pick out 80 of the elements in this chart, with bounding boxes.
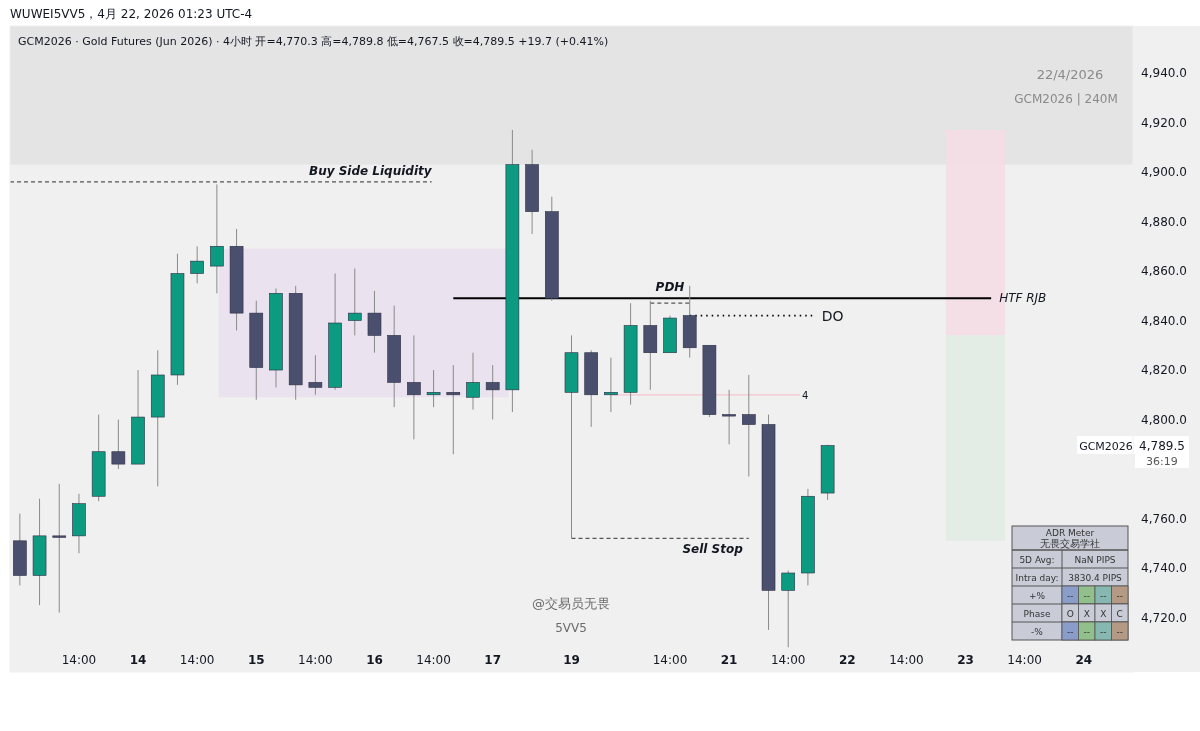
candlestick [367,290,382,354]
annotation: 22/4/2026 [1036,67,1104,82]
y-tick-label: 4,900.0 [1141,165,1187,180]
annotation: -- [1100,627,1107,637]
annotation: 3830.4 PIPS [1068,573,1123,583]
annotation: C [1116,609,1123,619]
x-tick-label: 14:00 [889,653,924,667]
y-tick-label: 4,820.0 [1141,363,1187,378]
candlestick [604,357,618,413]
x-tick-label: 15 [247,653,265,667]
x-tick-label: 14 [129,653,147,667]
annotation: O [1066,609,1074,619]
annotation: -- [1067,591,1074,601]
chart-subtitle: WUWEI5VV5，4月 22, 2026 01:23 UTC-4 [10,7,253,21]
x-tick-label: 23 [957,653,974,667]
ref-line-label: DO [821,307,844,324]
y-tick-label: 4,940.0 [1141,66,1187,81]
candlestick [111,419,126,470]
annotation: X [1100,609,1107,619]
x-tick-label: 14:00 [61,653,97,667]
candlestick [781,570,796,648]
candlestick [190,245,204,284]
x-tick-label: 14:00 [298,653,333,667]
candlestick [407,334,421,440]
x-tick-label: 14:00 [179,653,215,667]
candlestick [446,364,461,455]
annotation: -- [1100,591,1107,601]
y-tick-label: 4,840.0 [1141,313,1187,328]
y-tick-label: 4,740.0 [1141,561,1187,576]
candlestick [308,354,323,396]
candlestick [742,374,756,477]
y-tick-label: 4,720.0 [1141,610,1187,625]
candlestick [347,268,362,336]
y-tick-label: 4,860.0 [1141,264,1187,279]
y-tick-label: 4,920.0 [1141,115,1187,130]
ref-line-label: Buy Side Liquidity [308,163,433,178]
annotation: -- [1083,591,1090,601]
y-tick-label: 4,800.0 [1141,412,1187,427]
annotation: -- [1116,627,1123,637]
annotation: X [1083,609,1090,619]
x-tick-label: 24 [1075,653,1093,667]
annotation: GCM2026 | 240M [1014,92,1118,106]
annotation: GCM2026 [1079,440,1133,453]
x-tick-label: 14:00 [652,653,688,667]
annotation: -- [1083,627,1090,637]
x-tick-label: 14:00 [1007,653,1042,667]
candlestick [210,183,224,294]
annotation: 4 [802,389,809,401]
y-tick-label: 4,880.0 [1141,214,1187,229]
candlestick [426,369,441,408]
x-tick-label: 14:00 [770,653,806,667]
annotation: Phase [1023,609,1051,619]
x-tick-label: 14:00 [416,653,451,667]
candlestick [485,364,500,421]
annotation: +% [1028,591,1046,601]
x-tick-label: 17 [484,653,502,667]
text: 4,789.5 [1139,439,1185,453]
candlestick [722,389,736,445]
annotation: @交易员无畏 [532,596,610,611]
annotation: 5VV5 [555,621,587,635]
ref-line-label: Sell Stop [682,542,744,557]
annotation: ADR Meter [1045,528,1095,538]
ref-line-label: PDH [655,280,685,295]
y-tick-label: 4,760.0 [1141,511,1187,526]
annotation: NaN PIPS [1074,555,1116,565]
x-tick-label: 22 [838,653,856,667]
ref-line-label: HTF RJB [999,291,1047,306]
x-tick-label: 19 [563,653,580,667]
text: GCM2026 · Gold Futures (Jun 2026) · 4小时 开=4,770.3 高=4,789.8 低=4,767.5 收=4,789.5 +19.7 (+0.41%) [18,35,609,48]
annotation: Intra day: [1015,573,1059,583]
annotation: -- [1116,591,1123,601]
annotation: 5D Avg: [1019,555,1055,565]
x-tick-label: 16 [366,653,383,667]
x-tick-label: 21 [720,653,738,667]
annotation: -- [1067,627,1074,637]
candlestick [466,352,480,411]
annotation: 无畏交易学社 [1040,538,1100,549]
text: 36:19 [1146,455,1178,468]
candlestick [52,483,67,614]
annotation: -% [1031,627,1044,637]
